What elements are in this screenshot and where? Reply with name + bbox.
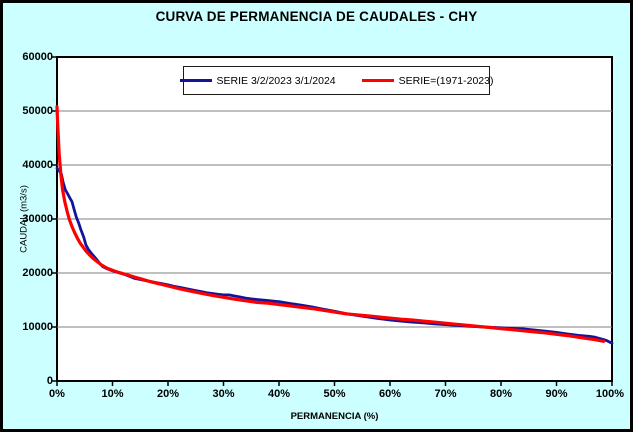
y-axis-title: CAUDAL (m3/s) bbox=[18, 185, 30, 253]
x-tick-label: 80% bbox=[489, 388, 513, 400]
x-tick-label: 40% bbox=[267, 388, 291, 400]
x-tick-label: 50% bbox=[323, 388, 346, 400]
x-tick-label: 90% bbox=[545, 388, 568, 400]
x-tick-label: 70% bbox=[434, 388, 457, 400]
legend-box: SERIE 3/2/2023 3/1/2024 SERIE=(1971-2023… bbox=[179, 66, 493, 95]
x-tick-label: 60% bbox=[378, 388, 402, 400]
x-axis-title: PERMANENCIA (%) bbox=[290, 411, 379, 422]
chart-title: CURVA DE PERMANENCIA DE CAUDALES - CHY bbox=[155, 9, 478, 24]
legend-line-icon-series2 bbox=[361, 79, 394, 82]
y-tick-label: 50000 bbox=[22, 105, 53, 117]
x-tick-label: 20% bbox=[156, 388, 180, 400]
x-tick-label: 0% bbox=[49, 388, 65, 400]
y-tick-label: 0 bbox=[46, 375, 53, 387]
y-tick-label: 30000 bbox=[22, 213, 53, 225]
series-line-2 bbox=[55, 105, 606, 343]
y-tick-label: 10000 bbox=[22, 321, 53, 333]
legend-entry-series2: SERIE=(1971-2023) bbox=[361, 74, 494, 87]
chart-canvas bbox=[52, 56, 614, 386]
legend-entry-series1: SERIE 3/2/2023 3/1/2024 bbox=[179, 74, 336, 87]
legend-line-icon-series1 bbox=[179, 79, 212, 82]
legend-label-series1: SERIE 3/2/2023 3/1/2024 bbox=[216, 74, 336, 87]
x-tick-label: 10% bbox=[101, 388, 124, 400]
x-tick-label: 100% bbox=[595, 388, 625, 400]
y-tick-label: 60000 bbox=[22, 51, 53, 63]
y-tick-label: 20000 bbox=[22, 267, 53, 279]
legend-label-series2: SERIE=(1971-2023) bbox=[398, 74, 494, 87]
y-tick-label: 40000 bbox=[22, 159, 53, 171]
x-tick-label: 30% bbox=[212, 388, 235, 400]
